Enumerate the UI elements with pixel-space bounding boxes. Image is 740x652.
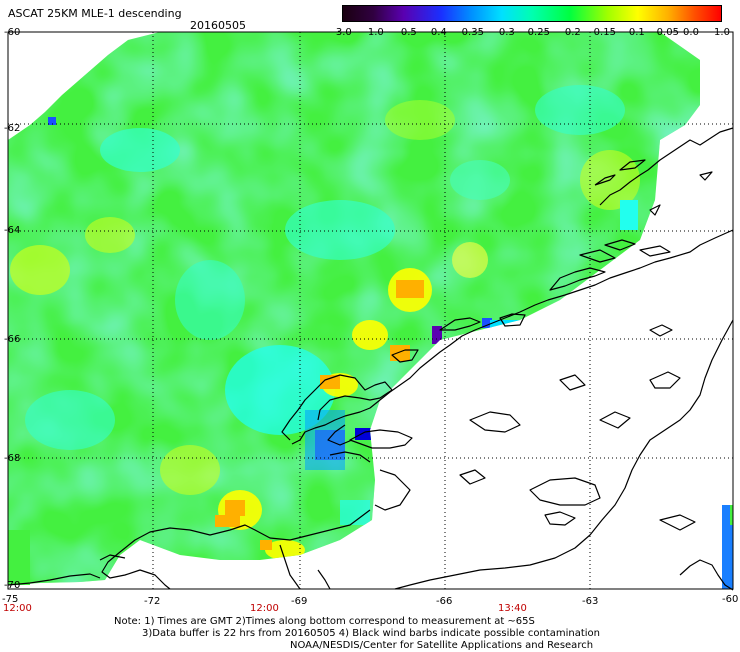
colorbar-tick: -0.5 — [397, 27, 417, 38]
colorbar-tick: -0.05 — [653, 27, 679, 38]
lat-label: -64 — [4, 225, 21, 236]
lon-label: -60 — [722, 594, 739, 605]
lon-label: -72 — [144, 596, 161, 607]
footnote-line: Note: 1) Times are GMT 2)Times along bot… — [114, 616, 535, 627]
map-date: 20160505 — [190, 19, 246, 32]
colorbar — [342, 5, 722, 22]
colorbar-tick: 1.0 — [714, 27, 730, 38]
wind-swath — [8, 32, 700, 585]
time-label: 12:00 — [3, 603, 32, 614]
colorbar-tick: 0.0 — [683, 27, 699, 38]
swath-edge-patch — [48, 117, 56, 125]
footnote-line: NOAA/NESDIS/Center for Satellite Applica… — [290, 640, 594, 651]
colorbar-tick: -3.0 — [332, 27, 352, 38]
footnote: Note: 1) Times are GMT 2)Times along bot… — [114, 616, 600, 652]
footnote-line: 3)Data buffer is 22 hrs from 20160505 4)… — [142, 628, 600, 639]
colorbar-tick: -0.35 — [458, 27, 484, 38]
lat-label: -70 — [4, 580, 21, 591]
lon-label: -75 — [2, 594, 19, 605]
lat-label: -62 — [4, 123, 21, 134]
colorbar-tick: -0.15 — [590, 27, 616, 38]
colorbar-tick: -0.4 — [427, 27, 447, 38]
colorbar-tick: -1.0 — [364, 27, 384, 38]
colorbar-tick: -0.1 — [625, 27, 645, 38]
lon-label: -69 — [291, 596, 308, 607]
graticule — [8, 32, 733, 589]
map-frame — [7, 31, 734, 590]
lon-label: -66 — [436, 596, 453, 607]
coastline — [7, 127, 734, 591]
lat-label: -66 — [4, 334, 21, 345]
lat-label: -68 — [4, 453, 21, 464]
map-title: ASCAT 25KM MLE-1 descending — [8, 7, 182, 20]
colorbar-tick: -0.3 — [495, 27, 515, 38]
swath-edge-patch — [722, 505, 733, 589]
time-label: 12:00 — [250, 603, 279, 614]
time-label: 13:40 — [498, 603, 527, 614]
lat-label: -60 — [4, 27, 21, 38]
swath-edge-patch — [730, 505, 733, 525]
lon-label: -63 — [582, 596, 599, 607]
swath-edge-patch — [8, 530, 30, 585]
colorbar-tick: -0.25 — [524, 27, 550, 38]
colorbar-tick: -0.2 — [561, 27, 581, 38]
colorbar-ticks: -3.0 -1.0 -0.5 -0.4 -0.35 -0.3 -0.25 -0.… — [330, 27, 740, 39]
